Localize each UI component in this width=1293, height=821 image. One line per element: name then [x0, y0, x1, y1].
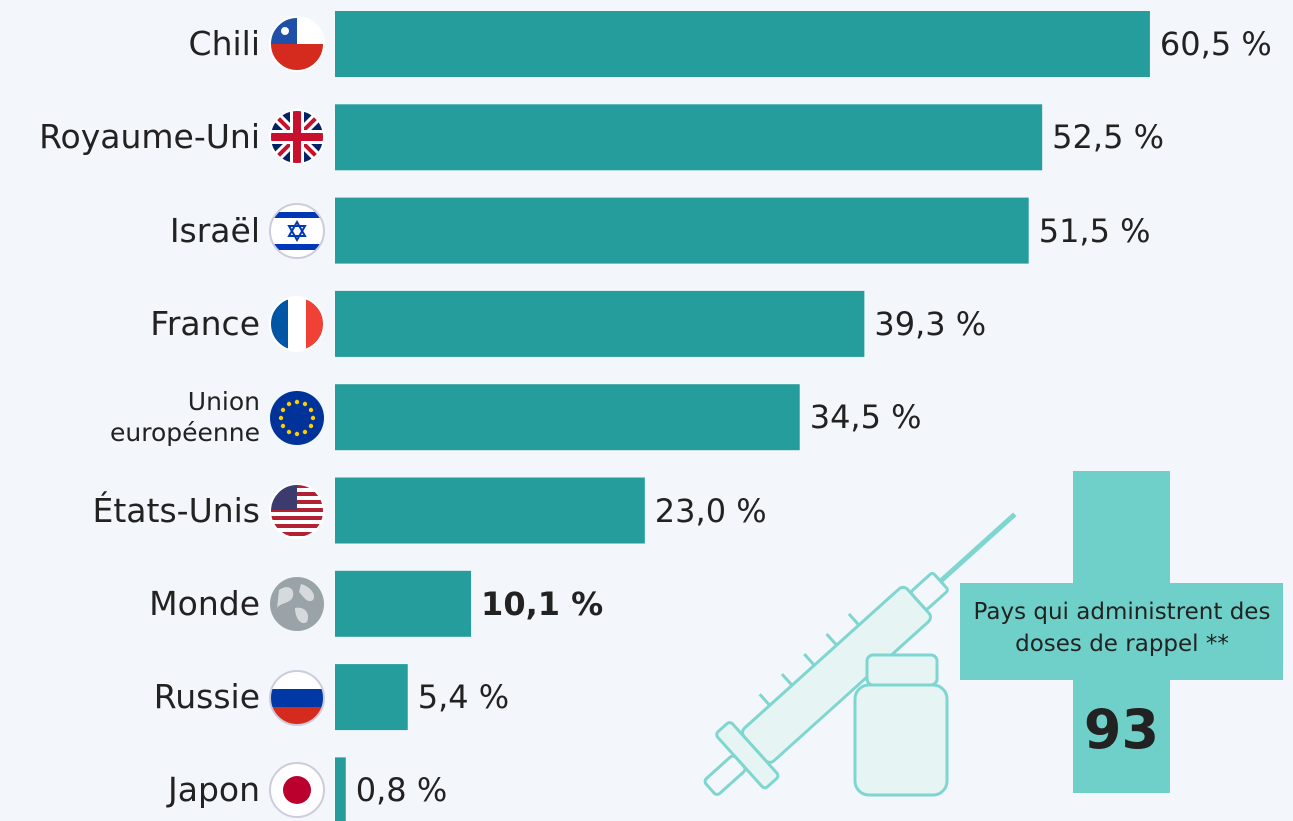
flag-russie	[269, 670, 325, 726]
syringe-illustration	[703, 512, 1017, 797]
category-label: Chili	[188, 23, 260, 63]
bar	[335, 570, 472, 637]
flag-etats-unis	[269, 483, 325, 539]
category-label: Union européenne	[110, 386, 260, 448]
bar	[335, 757, 346, 821]
bar	[335, 477, 645, 544]
value-label: 51,5 %	[1038, 211, 1151, 250]
bar	[335, 11, 1150, 77]
callout-cross	[960, 471, 1283, 793]
category-label: Japon	[167, 770, 260, 810]
category-label: Russie	[153, 676, 260, 716]
value-label: 52,5 %	[1052, 118, 1164, 157]
globe-monde	[270, 577, 324, 631]
value-label: 60,5 %	[1159, 25, 1272, 63]
value-label: 34,5 %	[809, 398, 922, 437]
flag-israel	[269, 203, 325, 259]
category-label: Monde	[149, 583, 260, 623]
value-label: 39,3 %	[874, 304, 987, 343]
bar	[335, 290, 865, 357]
flag-japon	[269, 762, 325, 818]
bar	[335, 384, 800, 451]
bar	[335, 197, 1029, 264]
callout-text: Pays qui administrent des doses de rappe…	[973, 599, 1271, 658]
value-label: 5,4 %	[417, 678, 510, 717]
bar	[335, 664, 408, 731]
category-label: Royaume-Uni	[39, 117, 260, 157]
flag-chili	[269, 16, 325, 72]
flag-royaume-uni	[269, 109, 325, 165]
value-label: 10,1 %	[481, 584, 604, 623]
callout-value: 93	[1083, 698, 1160, 761]
bar	[335, 104, 1043, 171]
flag-ue	[270, 391, 324, 445]
category-label: Israël	[169, 210, 260, 250]
value-label: 23,0 %	[654, 491, 767, 530]
category-label: États-Unis	[92, 490, 260, 530]
value-label: 0,8 %	[355, 771, 448, 810]
flag-france	[269, 296, 325, 352]
category-label: France	[150, 303, 260, 343]
